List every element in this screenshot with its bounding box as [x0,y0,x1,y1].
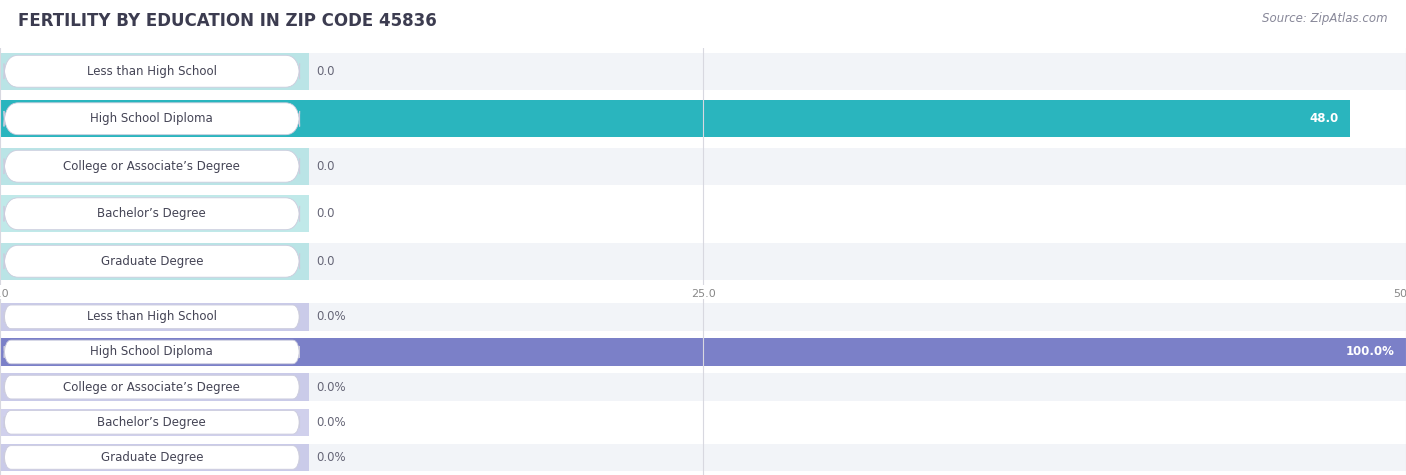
Text: 0.0%: 0.0% [316,416,346,429]
Bar [0,195,1406,232]
Bar [0,148,1406,185]
FancyBboxPatch shape [4,340,299,364]
Bar [0,243,309,280]
Bar [0,444,1406,471]
FancyBboxPatch shape [4,410,299,434]
Bar [0,444,309,471]
Bar [0,303,1406,331]
Bar [0,338,1406,366]
Text: FERTILITY BY EDUCATION IN ZIP CODE 45836: FERTILITY BY EDUCATION IN ZIP CODE 45836 [18,12,437,30]
FancyBboxPatch shape [4,150,299,182]
FancyBboxPatch shape [4,446,299,469]
Text: 0.0%: 0.0% [316,310,346,323]
Text: 0.0: 0.0 [316,207,335,220]
Bar [0,338,1406,366]
FancyBboxPatch shape [4,375,299,399]
Text: College or Associate’s Degree: College or Associate’s Degree [63,160,240,173]
Bar [0,53,1406,90]
Text: College or Associate’s Degree: College or Associate’s Degree [63,380,240,394]
Bar [0,53,309,90]
Text: 0.0: 0.0 [316,160,335,173]
Text: 48.0: 48.0 [1309,112,1339,125]
FancyBboxPatch shape [4,198,299,230]
Text: 0.0%: 0.0% [316,451,346,464]
Text: 0.0: 0.0 [316,255,335,268]
Bar [0,100,1406,137]
Bar [0,408,1406,436]
Text: Less than High School: Less than High School [87,65,217,78]
Bar [0,148,309,185]
Text: Less than High School: Less than High School [87,310,217,323]
Bar [0,373,309,401]
FancyBboxPatch shape [4,55,299,87]
Bar [0,303,309,331]
FancyBboxPatch shape [4,103,299,135]
Bar [0,373,1406,401]
Bar [0,408,309,436]
Bar [0,243,1406,280]
Text: Bachelor’s Degree: Bachelor’s Degree [97,207,207,220]
Text: 0.0: 0.0 [316,65,335,78]
Text: Source: ZipAtlas.com: Source: ZipAtlas.com [1263,12,1388,25]
Text: Graduate Degree: Graduate Degree [101,451,202,464]
Text: 100.0%: 100.0% [1346,345,1395,359]
Text: 0.0%: 0.0% [316,380,346,394]
FancyBboxPatch shape [4,245,299,277]
Text: Graduate Degree: Graduate Degree [101,255,202,268]
Bar [0,195,309,232]
Text: High School Diploma: High School Diploma [90,345,214,359]
Text: Bachelor’s Degree: Bachelor’s Degree [97,416,207,429]
Bar [0,100,1350,137]
FancyBboxPatch shape [4,305,299,329]
Text: High School Diploma: High School Diploma [90,112,214,125]
